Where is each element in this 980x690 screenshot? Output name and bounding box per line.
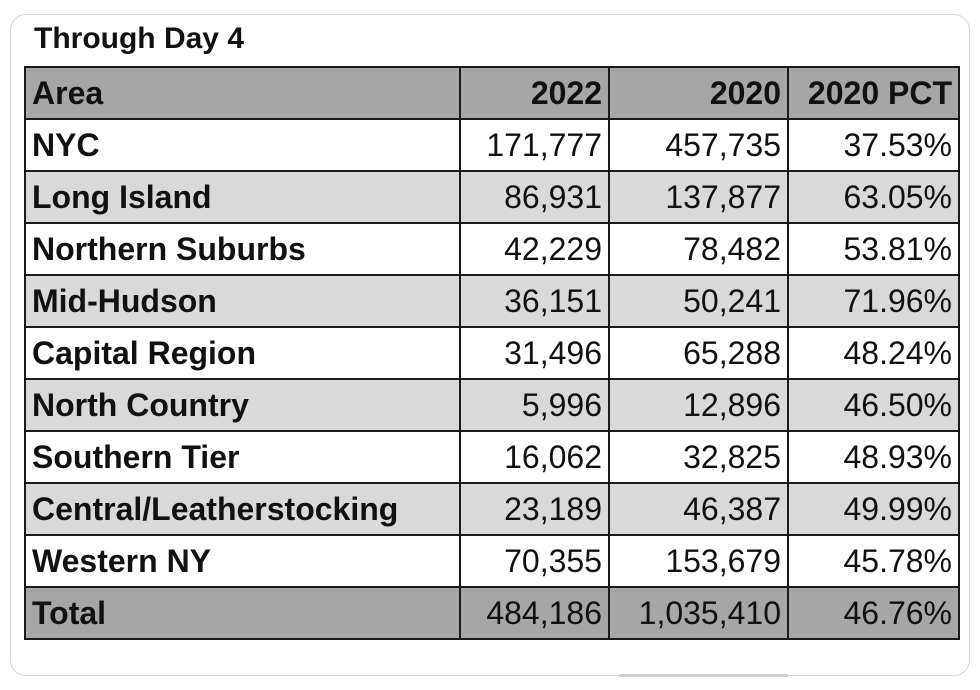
total-row: Total 484,186 1,035,410 46.76% xyxy=(24,586,960,640)
value-2022-cell: 86,931 xyxy=(459,170,610,224)
value-2020-cell: 50,241 xyxy=(608,274,789,328)
pct-2020-cell: 48.24% xyxy=(787,326,960,380)
scroll-indicator xyxy=(618,674,788,677)
value-2020-cell: 457,735 xyxy=(608,118,789,172)
pct-2020-cell: 53.81% xyxy=(787,222,960,276)
value-2020-cell: 137,877 xyxy=(608,170,789,224)
column-header-2020-pct: 2020 PCT xyxy=(787,66,960,120)
column-header-2022: 2022 xyxy=(459,66,610,120)
value-2020-cell: 32,825 xyxy=(608,430,789,484)
table-row: Southern Tier 16,062 32,825 48.93% xyxy=(24,430,960,484)
data-table: Area 2022 2020 2020 PCT NYC 171,777 457,73… xyxy=(24,66,960,640)
table-row: Northern Suburbs 42,229 78,482 53.81% xyxy=(24,222,960,276)
value-2022-cell: 42,229 xyxy=(459,222,610,276)
pct-2020-cell: 37.53% xyxy=(787,118,960,172)
table-row: Mid-Hudson 36,151 50,241 71.96% xyxy=(24,274,960,328)
value-2020-cell: 78,482 xyxy=(608,222,789,276)
table-row: Central/Leatherstocking 23,189 46,387 49.99… xyxy=(24,482,960,536)
area-cell: Central/Leatherstocking xyxy=(24,482,461,536)
total-label: Total xyxy=(24,586,461,640)
pct-2020-cell: 71.96% xyxy=(787,274,960,328)
value-2022-cell: 36,151 xyxy=(459,274,610,328)
area-cell: North Country xyxy=(24,378,461,432)
header-row: Area 2022 2020 2020 PCT xyxy=(24,66,960,120)
value-2022-cell: 171,777 xyxy=(459,118,610,172)
table-row: Long Island 86,931 137,877 63.05% xyxy=(24,170,960,224)
area-cell: Mid-Hudson xyxy=(24,274,461,328)
value-2022-cell: 23,189 xyxy=(459,482,610,536)
column-header-2020: 2020 xyxy=(608,66,789,120)
total-2022: 484,186 xyxy=(459,586,610,640)
total-2020: 1,035,410 xyxy=(608,586,789,640)
column-header-area: Area xyxy=(24,66,461,120)
value-2020-cell: 153,679 xyxy=(608,534,789,588)
total-2020-pct: 46.76% xyxy=(787,586,960,640)
area-cell: NYC xyxy=(24,118,461,172)
table-title: Through Day 4 xyxy=(34,22,245,55)
pct-2020-cell: 63.05% xyxy=(787,170,960,224)
value-2020-cell: 12,896 xyxy=(608,378,789,432)
value-2020-cell: 65,288 xyxy=(608,326,789,380)
value-2022-cell: 31,496 xyxy=(459,326,610,380)
pct-2020-cell: 46.50% xyxy=(787,378,960,432)
area-cell: Long Island xyxy=(24,170,461,224)
value-2022-cell: 70,355 xyxy=(459,534,610,588)
table-row: Capital Region 31,496 65,288 48.24% xyxy=(24,326,960,380)
pct-2020-cell: 45.78% xyxy=(787,534,960,588)
pct-2020-cell: 49.99% xyxy=(787,482,960,536)
area-cell: Capital Region xyxy=(24,326,461,380)
table-row: Western NY 70,355 153,679 45.78% xyxy=(24,534,960,588)
area-cell: Northern Suburbs xyxy=(24,222,461,276)
pct-2020-cell: 48.93% xyxy=(787,430,960,484)
value-2022-cell: 5,996 xyxy=(459,378,610,432)
table-row: North Country 5,996 12,896 46.50% xyxy=(24,378,960,432)
value-2022-cell: 16,062 xyxy=(459,430,610,484)
value-2020-cell: 46,387 xyxy=(608,482,789,536)
area-cell: Southern Tier xyxy=(24,430,461,484)
area-cell: Western NY xyxy=(24,534,461,588)
table-row: NYC 171,777 457,735 37.53% xyxy=(24,118,960,172)
